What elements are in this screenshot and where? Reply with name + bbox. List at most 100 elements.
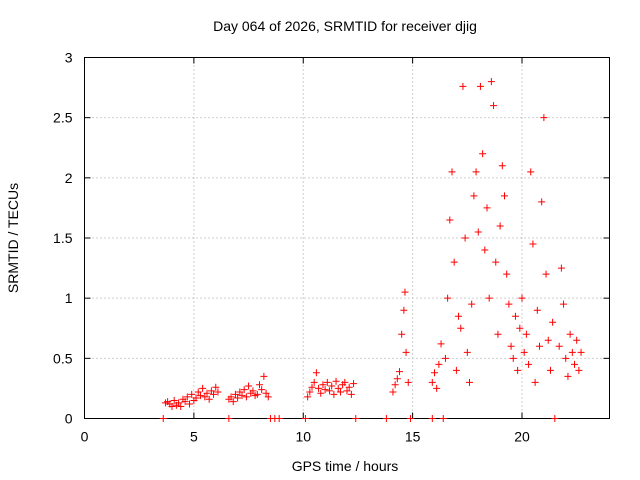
data-point [544, 336, 552, 344]
data-point [533, 306, 541, 314]
y-tick-label: 2 [65, 170, 73, 186]
data-point [231, 390, 239, 398]
data-point [472, 168, 480, 176]
data-point [212, 383, 220, 391]
y-tick-label: 1 [65, 290, 73, 306]
data-point [562, 354, 570, 362]
data-point [476, 82, 484, 90]
data-point [404, 378, 412, 386]
data-point [461, 234, 469, 242]
y-tick-label: 1.5 [53, 230, 73, 246]
data-point [428, 378, 436, 386]
data-point [448, 168, 456, 176]
data-point [568, 348, 576, 356]
x-tick-label: 10 [295, 429, 311, 445]
data-point [428, 415, 436, 422]
data-point [549, 318, 557, 326]
data-point [343, 387, 351, 395]
data-point [433, 384, 441, 392]
data-point [560, 300, 568, 308]
data-point [188, 390, 196, 398]
data-point [319, 381, 327, 389]
data-point [573, 336, 581, 344]
y-tick-label: 0 [65, 411, 73, 427]
data-point [214, 388, 222, 396]
data-point [505, 300, 513, 308]
data-point [494, 330, 502, 338]
x-axis-title: GPS time / hours [292, 458, 399, 474]
axis-ticks: 0 5 10 15 20 0 0.5 1 1.5 2 2.5 3 [53, 50, 610, 445]
data-point [435, 360, 443, 368]
data-point [575, 366, 583, 374]
data-point [501, 192, 508, 200]
data-point [236, 388, 244, 396]
data-point [275, 415, 283, 422]
data-point [522, 330, 530, 338]
data-point [240, 386, 248, 394]
data-point [518, 294, 526, 302]
data-point [249, 387, 257, 395]
data-point [194, 388, 202, 396]
data-point [555, 342, 563, 350]
data-point [170, 396, 178, 404]
data-point [225, 415, 233, 422]
data-point [516, 324, 524, 332]
data-point [431, 369, 438, 377]
data-point [256, 381, 263, 389]
data-point [330, 390, 338, 398]
data-point [540, 114, 548, 122]
x-tick-label: 5 [190, 429, 198, 445]
data-point [308, 383, 316, 391]
data-point [328, 382, 336, 390]
data-point [242, 393, 250, 401]
x-tick-label: 20 [514, 429, 530, 445]
data-point [490, 102, 498, 110]
data-point [492, 258, 500, 266]
x-tick-label: 0 [81, 429, 89, 445]
data-point [538, 198, 546, 206]
y-tick-label: 3 [65, 50, 73, 66]
data-point [196, 392, 204, 400]
data-point [234, 394, 242, 402]
data-point [186, 400, 193, 408]
data-point [468, 300, 476, 308]
data-point [481, 246, 489, 254]
data-point [312, 369, 320, 377]
data-point [441, 354, 449, 362]
data-point [470, 192, 478, 200]
data-point [199, 384, 207, 392]
data-point [509, 354, 517, 362]
data-point [177, 402, 185, 410]
y-axis-title: SRMTID / TECUs [5, 183, 21, 293]
data-point [159, 415, 167, 422]
data-point [503, 270, 511, 278]
data-point [321, 386, 329, 394]
data-point [525, 360, 533, 368]
data-point [205, 395, 213, 403]
data-point [262, 389, 270, 397]
data-point [253, 390, 261, 398]
data-point [183, 393, 191, 401]
data-point [304, 393, 312, 401]
data-point [466, 378, 473, 386]
data-point [511, 312, 519, 320]
data-point [389, 388, 397, 396]
data-point [483, 204, 491, 212]
data-point [306, 388, 314, 396]
data-point [542, 270, 550, 278]
grid [84, 57, 610, 419]
data-point [398, 330, 406, 338]
data-point [527, 168, 535, 176]
data-point [245, 382, 253, 390]
data-point [459, 82, 467, 90]
data-point [192, 394, 200, 402]
data-point [168, 402, 176, 410]
data-point [446, 216, 454, 224]
data-point [520, 348, 528, 356]
data-point [496, 222, 504, 230]
data-point [400, 306, 408, 314]
data-point [326, 387, 333, 395]
data-point [546, 366, 554, 374]
data-point [203, 389, 211, 397]
